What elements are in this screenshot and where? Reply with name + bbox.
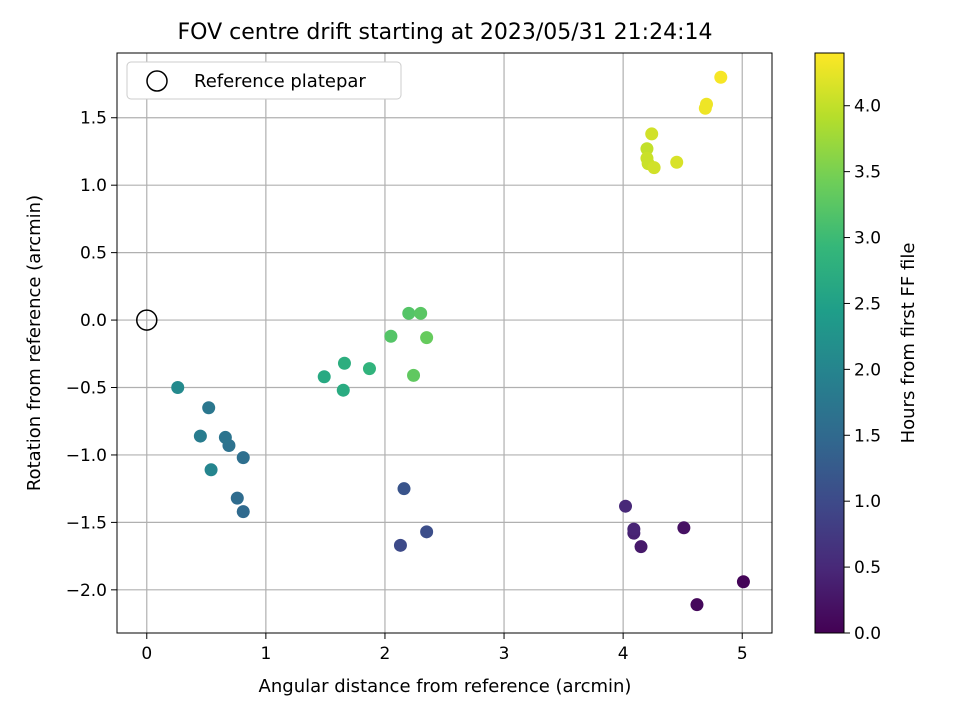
data-point [337, 356, 351, 370]
data-point [202, 401, 216, 415]
data-point [736, 575, 750, 589]
x-tick-label: 3 [499, 644, 510, 664]
legend-reference-marker [146, 70, 168, 92]
data-point [193, 429, 207, 443]
colorbar-label: Hours from first FF file [898, 243, 919, 444]
legend-box [126, 61, 402, 100]
y-axis-label: Rotation from reference (arcmin) [24, 195, 45, 491]
colorbar-ticks: 0.0 0.5 1.0 1.5 2.0 2.5 3.0 3.5 4.0 [844, 97, 881, 644]
data-point [420, 525, 434, 539]
data-point [690, 598, 704, 612]
data-point [218, 430, 232, 444]
reference-marker-layer [136, 309, 158, 331]
legend: Reference platepar [126, 61, 402, 100]
data-point [384, 329, 398, 343]
colorbar-tick-label: 3.5 [854, 163, 881, 183]
colorbar-tick-label: 4.0 [854, 97, 881, 117]
data-point [714, 70, 728, 84]
colorbar-tick-label: 0.0 [854, 624, 881, 644]
legend-entry-reference: Reference platepar [194, 71, 366, 92]
x-tick-label: 1 [260, 644, 271, 664]
y-tick-label: 0.5 [80, 244, 107, 264]
colorbar-tick-label: 1.5 [854, 426, 881, 446]
data-point [402, 306, 416, 320]
x-tick-label: 4 [618, 644, 629, 664]
data-point [619, 499, 633, 513]
x-tick-label: 0 [141, 644, 152, 664]
data-point [627, 522, 641, 536]
colorbar-tick-label: 2.5 [854, 294, 881, 314]
colorbar-tick-label: 2.0 [854, 360, 881, 380]
plot-frame [116, 52, 773, 634]
data-point [393, 538, 407, 552]
y-tick-label: 1.5 [80, 109, 107, 129]
x-axis-label: Angular distance from reference (arcmin) [259, 676, 632, 697]
data-point [362, 362, 376, 376]
colorbar [815, 53, 844, 633]
data-point [397, 482, 411, 496]
grid [117, 53, 772, 633]
y-tick-label: 0.0 [80, 311, 107, 331]
data-point [414, 306, 428, 320]
colorbar-tick-label: 3.0 [854, 229, 881, 249]
y-tick-label: −2.0 [66, 581, 107, 601]
data-point [171, 381, 185, 395]
reference-platepar-marker [136, 309, 158, 331]
data-point [317, 370, 331, 384]
y-tick-label: −1.5 [66, 513, 107, 533]
data-point [700, 97, 713, 111]
colorbar-tick-label: 0.5 [854, 558, 881, 578]
x-axis-ticks: 0 1 2 3 4 5 [141, 633, 748, 664]
data-point [640, 142, 654, 156]
data-point [645, 127, 659, 141]
x-tick-label: 2 [380, 644, 391, 664]
colorbar-tick-label: 1.0 [854, 492, 881, 512]
x-tick-label: 5 [737, 644, 748, 664]
data-point [420, 331, 434, 345]
data-point [204, 463, 218, 477]
data-point [670, 155, 684, 169]
y-tick-label: −1.0 [66, 446, 107, 466]
data-point [407, 368, 421, 382]
chart-title: FOV centre drift starting at 2023/05/31 … [178, 20, 713, 45]
data-point [230, 491, 244, 505]
y-tick-label: −0.5 [66, 379, 107, 399]
data-point [236, 505, 250, 519]
data-point [634, 540, 648, 554]
data-point [677, 521, 691, 535]
data-points [171, 70, 750, 612]
data-point [336, 383, 350, 397]
y-tick-label: 1.0 [80, 176, 107, 196]
y-axis-ticks: −2.0 −1.5 −1.0 −0.5 0.0 0.5 1.0 1.5 [66, 109, 117, 601]
data-point [236, 451, 250, 465]
data-point [647, 161, 661, 175]
colorbar-frame [814, 52, 845, 634]
